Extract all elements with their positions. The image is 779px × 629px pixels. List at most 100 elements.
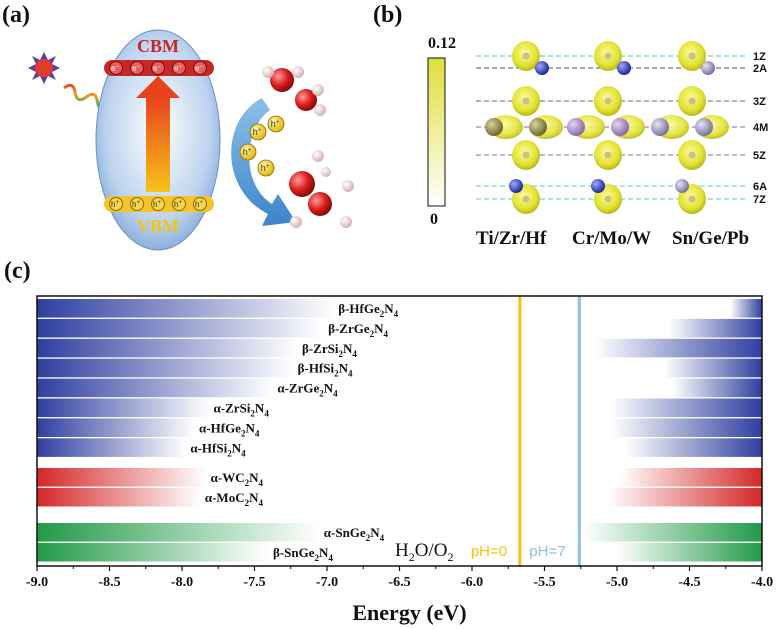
x-tick-label: -8.0	[171, 575, 193, 590]
hole-dot	[249, 123, 267, 141]
vbm-bar	[37, 418, 196, 437]
hole-symbol: h+	[174, 200, 182, 209]
hole-dot	[172, 197, 186, 211]
layer-label-7z: 7Z	[753, 194, 766, 206]
material-label: β-ZrGe2N4	[328, 321, 388, 339]
cbm-bar	[669, 318, 762, 338]
hole-dot	[193, 197, 207, 211]
atom-z	[604, 151, 612, 159]
material-label: β-SnGe2N4	[273, 545, 333, 563]
layer-label-3z: 3Z	[753, 96, 766, 108]
cbm-bar	[615, 542, 762, 562]
x-tick-label: -4.5	[678, 575, 700, 590]
hole-row: h+ h+ h+ h+ h+	[109, 197, 207, 211]
material-label: α-HfGe2N4	[199, 420, 260, 438]
cbm-bar	[730, 299, 762, 318]
reference-label-1: pH=0	[471, 543, 507, 560]
x-tick-label: -4.0	[751, 575, 773, 590]
atom-a	[535, 61, 549, 75]
hole-dot	[130, 197, 144, 211]
layer-label-1z: 1Z	[753, 51, 766, 63]
column-label-2: Cr/Mo/W	[572, 228, 651, 249]
electron-dot	[109, 61, 123, 75]
material-label: β-ZrSi2N4	[302, 341, 357, 359]
water-molecules	[262, 66, 354, 228]
x-axis-label: Energy (eV)	[352, 600, 466, 625]
structure-column-1	[485, 41, 563, 214]
cbm-bar	[672, 378, 762, 398]
vbm-bar	[37, 487, 201, 507]
atom-z	[688, 52, 696, 60]
x-tick-label: -9.0	[26, 575, 48, 590]
panel-label-a: (a)	[2, 2, 30, 28]
x-tick-label: -5.0	[606, 575, 628, 590]
electron-symbol: e−	[174, 64, 182, 73]
excitation-arrow	[146, 96, 170, 192]
hole-symbol: h+	[261, 163, 270, 173]
atom-z	[522, 97, 530, 105]
vbm-bar	[37, 299, 335, 318]
material-label: β-HfSi2N4	[298, 361, 353, 379]
atom-a	[617, 61, 631, 75]
cbm-label: CBM	[137, 36, 179, 56]
vbm-bar	[37, 378, 274, 398]
atom-m	[651, 118, 669, 136]
hole-dot	[109, 197, 123, 211]
structure-column-2	[567, 41, 645, 214]
atom-m	[611, 118, 629, 136]
x-tick-label: -6.5	[388, 575, 410, 590]
hole-dot	[239, 143, 257, 161]
electron-dot	[130, 61, 144, 75]
material-label: α-MoC2N4	[205, 490, 264, 508]
electron-symbol: e−	[153, 64, 161, 73]
electron-dot	[151, 61, 165, 75]
reference-label-2: pH=7	[529, 543, 565, 560]
vbm-bar	[37, 468, 207, 487]
layer-label-5z: 5Z	[753, 150, 766, 162]
cbm-bar	[583, 523, 762, 542]
panel-a-illustration: CBM e− e− e− e− e− h+ h+ h+ h+ h+ VBM h+h+h+h+	[28, 29, 354, 251]
electron-symbol: e−	[195, 64, 203, 73]
excitation-arrowhead	[136, 76, 180, 98]
hole-symbol: h+	[195, 200, 203, 209]
atom-z	[604, 52, 612, 60]
material-label: α-SnGe2N4	[324, 525, 385, 543]
panel-label-c: (c)	[4, 258, 31, 284]
material-label: β-HfGe2N4	[338, 301, 398, 319]
colorbar	[427, 57, 446, 207]
band-edge-chart: β-HfGe2N4 β-ZrGe2N4 β-ZrSi2N4 β-HfSi2N4 α-Zr…	[26, 295, 773, 625]
material-label: α-ZrGe2N4	[277, 381, 338, 399]
vbm-bar	[37, 338, 298, 358]
cbm-bar	[606, 487, 762, 507]
hole-symbol: h+	[132, 200, 140, 209]
atom-a	[701, 61, 715, 75]
vbm-bar	[37, 438, 187, 457]
atom-z	[604, 195, 612, 203]
hole-symbol: h+	[253, 127, 262, 137]
cbm-bar	[625, 438, 762, 457]
column-label-1: Ti/Zr/Hf	[476, 228, 547, 249]
x-tick-label: -6.0	[461, 575, 483, 590]
atom-z	[604, 97, 612, 105]
sun-icon	[28, 52, 60, 84]
atom-z	[688, 151, 696, 159]
electron-symbol: e−	[111, 64, 119, 73]
hole-symbol: h+	[271, 119, 280, 129]
column-labels: Ti/Zr/Hf Cr/Mo/W Sn/Ge/Pb	[476, 228, 749, 249]
colorbar-min-label: 0	[430, 211, 438, 228]
atom-m	[695, 118, 713, 136]
hole-dot	[257, 159, 275, 177]
material-label: α-ZrSi2N4	[214, 401, 270, 419]
x-tick-label: -7.5	[243, 575, 265, 590]
x-tick-label: -7.0	[316, 575, 338, 590]
cbm-bar	[595, 338, 762, 358]
cbm-bar	[609, 398, 762, 418]
vbm-bar	[37, 398, 210, 418]
cbm-bar	[611, 418, 762, 437]
atomic-structures	[485, 41, 729, 214]
electron-dot	[172, 61, 186, 75]
curved-arrow	[231, 98, 296, 226]
electron-dot	[193, 61, 207, 75]
vbm-bar	[37, 358, 294, 378]
